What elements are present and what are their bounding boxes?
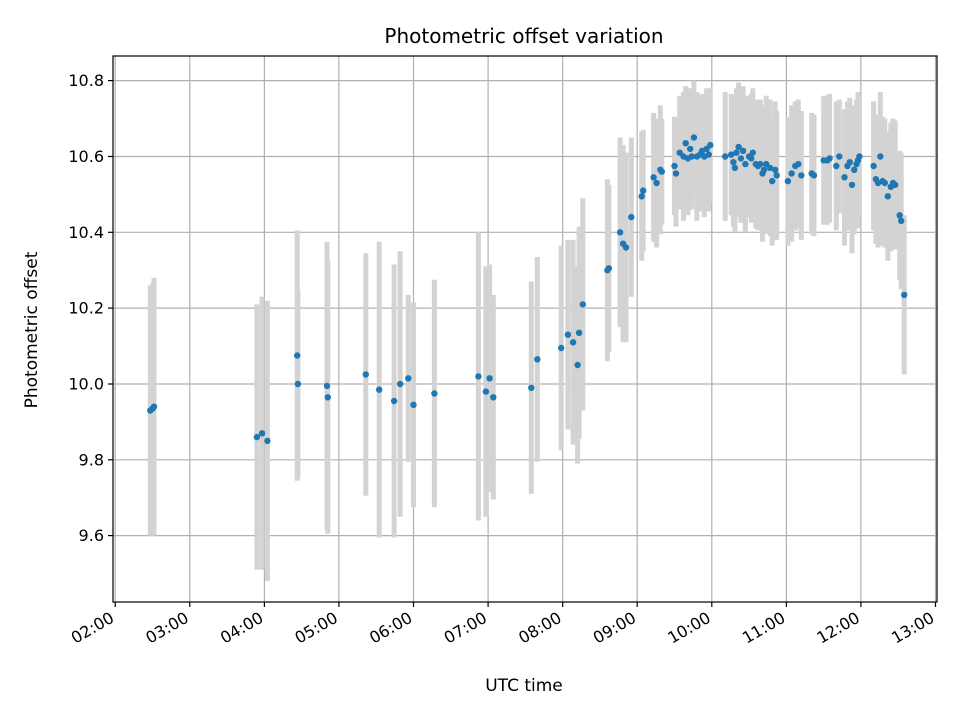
data-point — [253, 433, 261, 441]
data-point — [901, 291, 908, 299]
data-point — [898, 217, 905, 225]
data-point — [722, 153, 729, 160]
data-point — [688, 153, 695, 160]
data-point — [836, 153, 843, 160]
data-point — [766, 164, 774, 172]
data-point — [848, 181, 856, 189]
y-tick-label: 10.4 — [68, 223, 104, 242]
data-point — [294, 380, 302, 388]
data-point — [833, 162, 840, 170]
data-point — [877, 153, 884, 160]
y-tick-label: 10.6 — [68, 147, 104, 166]
data-point — [410, 401, 417, 408]
data-point — [264, 437, 271, 445]
data-point — [748, 155, 755, 162]
data-point — [653, 179, 660, 187]
data-point — [772, 166, 779, 173]
data-point — [658, 168, 665, 175]
data-point — [705, 151, 712, 158]
data-point — [650, 174, 657, 181]
data-point — [707, 141, 714, 149]
data-point — [431, 390, 438, 397]
data-point — [616, 229, 624, 236]
data-point — [362, 371, 369, 378]
data-point — [892, 181, 899, 189]
y-tick-label: 10.0 — [68, 375, 104, 394]
data-point — [376, 386, 383, 393]
data-point — [841, 174, 848, 181]
data-point — [475, 373, 482, 380]
data-point — [579, 301, 586, 308]
data-point — [690, 134, 698, 141]
data-point — [574, 361, 581, 369]
y-tick-label: 9.6 — [79, 526, 104, 545]
data-point — [773, 172, 780, 179]
y-tick-label: 10.8 — [68, 71, 104, 90]
data-point — [737, 155, 745, 162]
data-point — [798, 172, 805, 179]
data-point — [757, 160, 764, 168]
data-point — [490, 394, 497, 401]
data-point — [640, 187, 647, 194]
data-point — [687, 145, 694, 153]
data-point — [564, 331, 572, 338]
data-point — [730, 159, 737, 166]
data-point — [605, 265, 613, 272]
data-point — [575, 329, 583, 336]
data-point — [638, 193, 645, 200]
data-point — [731, 164, 739, 172]
data-point — [884, 193, 891, 200]
data-point — [628, 213, 635, 221]
data-point — [810, 172, 818, 179]
data-point — [323, 382, 331, 390]
x-axis-label: UTC time — [485, 676, 563, 696]
data-point — [258, 430, 266, 437]
data-point — [739, 147, 747, 154]
data-markers — [147, 134, 908, 445]
data-point — [896, 212, 903, 219]
data-point — [795, 160, 802, 168]
data-point — [788, 170, 795, 177]
data-point — [390, 397, 398, 405]
data-point — [870, 162, 877, 170]
data-point — [742, 160, 749, 168]
plot-area-frame — [112, 55, 938, 603]
y-tick-label: 10.2 — [68, 299, 104, 318]
y-tick-label: 9.8 — [79, 450, 104, 469]
data-point — [294, 352, 301, 359]
data-point — [856, 153, 863, 160]
data-point — [733, 149, 740, 156]
data-point — [728, 151, 735, 158]
data-point — [569, 339, 577, 346]
data-point — [622, 244, 630, 251]
data-point — [528, 384, 535, 391]
data-point — [881, 179, 888, 187]
data-point — [769, 177, 776, 185]
data-point — [150, 403, 158, 410]
data-point — [784, 177, 792, 185]
data-point — [482, 388, 490, 395]
data-point — [671, 162, 678, 170]
y-axis-label: Photometric offset — [22, 251, 42, 408]
data-point — [826, 155, 833, 162]
data-point — [735, 143, 742, 151]
data-point — [760, 166, 768, 173]
data-point — [846, 159, 853, 166]
data-point — [405, 375, 412, 382]
data-point — [534, 356, 541, 363]
data-point — [672, 170, 680, 177]
data-point — [851, 166, 858, 173]
y-axis-ticks: 9.6 9.8 10.0 10.2 10.4 10.6 10.8 — [68, 71, 113, 545]
data-point — [486, 375, 493, 382]
chart-title: Photometric offset variation — [384, 24, 663, 48]
data-point — [396, 380, 404, 388]
data-point — [558, 344, 565, 352]
data-point — [324, 394, 331, 401]
data-point — [749, 149, 756, 156]
data-point — [682, 140, 689, 147]
